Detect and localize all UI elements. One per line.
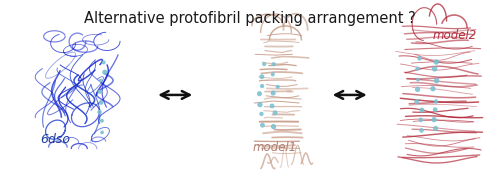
Point	[414, 67, 422, 70]
Point	[258, 75, 266, 78]
Point	[429, 87, 437, 90]
Point	[98, 131, 106, 134]
Point	[274, 85, 281, 88]
Point	[258, 124, 266, 127]
Text: Alternative protofibril packing arrangement ?: Alternative protofibril packing arrangem…	[84, 11, 416, 26]
Point	[416, 119, 424, 121]
Point	[256, 103, 264, 106]
Point	[270, 125, 278, 128]
Point	[100, 61, 108, 64]
Point	[416, 57, 424, 60]
Point	[414, 78, 422, 81]
Point	[414, 88, 422, 91]
Point	[270, 63, 278, 66]
Point	[418, 109, 426, 111]
Point	[269, 73, 277, 76]
Point	[432, 100, 440, 103]
Point	[97, 101, 105, 104]
Point	[98, 119, 106, 122]
Point	[418, 129, 426, 132]
Text: 6dso: 6dso	[40, 133, 70, 146]
Point	[96, 79, 104, 82]
Point	[413, 100, 421, 103]
Point	[430, 67, 438, 70]
Point	[96, 90, 104, 93]
Point	[268, 104, 276, 107]
Point	[258, 112, 266, 115]
Point	[258, 85, 266, 87]
Point	[431, 108, 439, 111]
Point	[256, 92, 264, 95]
Point	[260, 63, 268, 65]
Point	[269, 92, 277, 94]
Point	[271, 111, 279, 114]
Text: model1: model1	[253, 141, 297, 154]
Text: model2: model2	[432, 29, 476, 42]
Point	[432, 127, 440, 130]
Point	[430, 118, 438, 121]
Point	[101, 71, 109, 74]
Point	[432, 79, 440, 82]
Point	[432, 61, 440, 63]
Point	[96, 111, 104, 113]
